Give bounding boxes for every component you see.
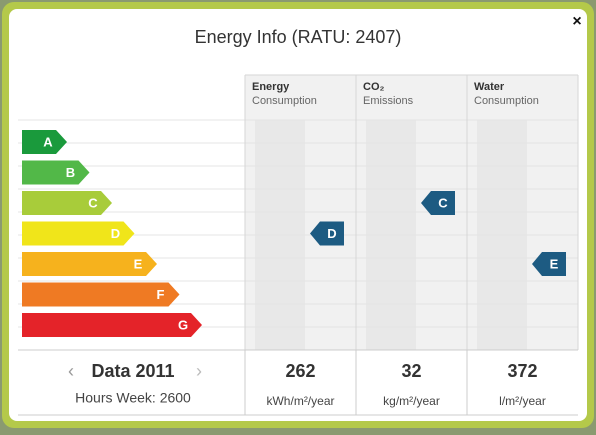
indicator-letter: E [550,256,559,271]
rating-letter: E [134,256,143,271]
rating-indicator [532,252,566,276]
column-title: Energy [252,81,290,93]
column-title: Water [474,81,505,93]
rating-bar [22,130,67,154]
rating-letter: B [66,165,75,180]
column-subtitle: Emissions [363,95,414,107]
dialog-title: Energy Info (RATU: 2407) [195,27,402,47]
close-button[interactable]: × [572,13,581,30]
rating-letter: A [43,134,53,149]
column-value: 32 [401,361,421,381]
rating-bar [22,191,112,215]
rating-bar [22,160,90,185]
column-subtitle: Consumption [474,95,539,107]
rating-letter: C [88,195,98,210]
indicator-letter: D [327,226,336,241]
column-value: 372 [507,361,537,381]
rating-bar [22,313,202,337]
column-value: 262 [285,361,315,381]
rating-indicator [310,221,344,246]
hours: Hours Week: 2600 [75,390,191,406]
column-title: CO₂ [363,81,385,93]
rating-bar [22,282,180,307]
next-button[interactable]: › [196,361,202,381]
indicator-letter: C [438,195,448,210]
column-unit: kg/m²/year [383,394,440,408]
rating-letter: G [178,317,188,332]
rating-letter: F [157,287,165,302]
prev-button[interactable]: ‹ [68,361,74,381]
column-unit: kWh/m²/year [266,394,334,408]
rating-bar [22,252,157,276]
rating-letter: D [111,226,120,241]
rating-indicator [421,191,455,215]
period: Data 2011 [91,361,174,381]
column-unit: l/m²/year [499,394,546,408]
rating-bar [22,221,135,246]
column-subtitle: Consumption [252,95,317,107]
